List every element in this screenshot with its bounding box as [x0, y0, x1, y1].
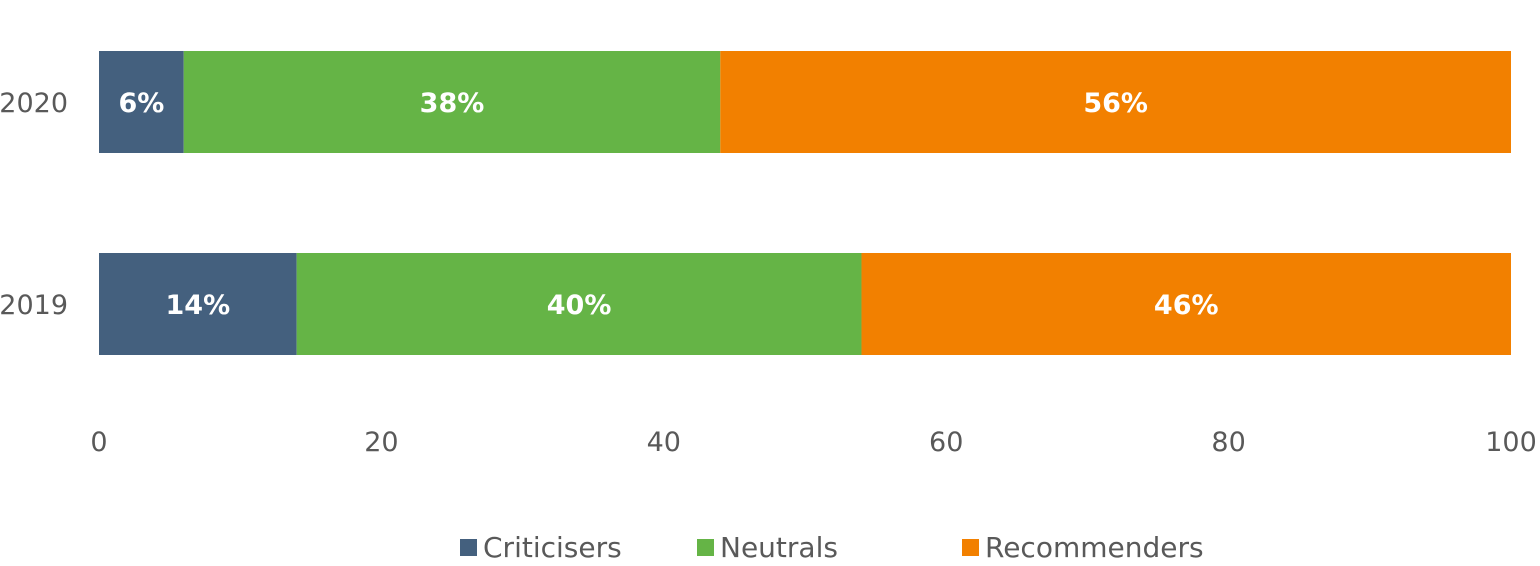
legend-label-criticisers: Criticisers [483, 531, 622, 564]
x-axis: 0 20 40 60 80 100 [90, 427, 1536, 458]
legend-swatch-neutrals [697, 539, 714, 556]
data-label-recommenders-2020: 56% [1083, 88, 1148, 119]
bar-neutrals-2020 [183, 51, 721, 153]
category-label-2019: 2019 [0, 290, 68, 321]
bar-recommenders-2019 [861, 253, 1511, 355]
data-label-criticisers-2019: 14% [166, 290, 231, 321]
x-tick-label: 80 [1211, 427, 1245, 458]
bar-neutrals-2019 [296, 253, 862, 355]
data-label-neutrals-2020: 38% [420, 88, 485, 119]
bar-recommenders-2020 [720, 51, 1511, 153]
bar-criticisers-2019 [99, 253, 297, 355]
data-label-criticisers-2020: 6% [118, 88, 164, 119]
legend-swatch-criticisers [460, 539, 477, 556]
x-tick-label: 20 [364, 427, 398, 458]
legend-swatch-recommenders [962, 539, 979, 556]
x-tick-label: 60 [929, 427, 963, 458]
x-tick-label: 40 [647, 427, 681, 458]
data-labels-layer: 6% 38% 56% 14% 40% 46% [118, 88, 1218, 321]
legend-label-recommenders: Recommenders [985, 531, 1204, 564]
category-labels-layer: 2020 2019 [0, 88, 68, 321]
bars-layer [99, 51, 1511, 355]
bar-criticisers-2020 [99, 51, 184, 153]
data-label-recommenders-2019: 46% [1154, 290, 1219, 321]
category-label-2020: 2020 [0, 88, 68, 119]
data-label-neutrals-2019: 40% [547, 290, 612, 321]
legend-label-neutrals: Neutrals [720, 531, 838, 564]
x-tick-label: 0 [90, 427, 107, 458]
legend: Criticisers Neutrals Recommenders [460, 531, 1204, 564]
x-tick-label: 100 [1485, 427, 1537, 458]
